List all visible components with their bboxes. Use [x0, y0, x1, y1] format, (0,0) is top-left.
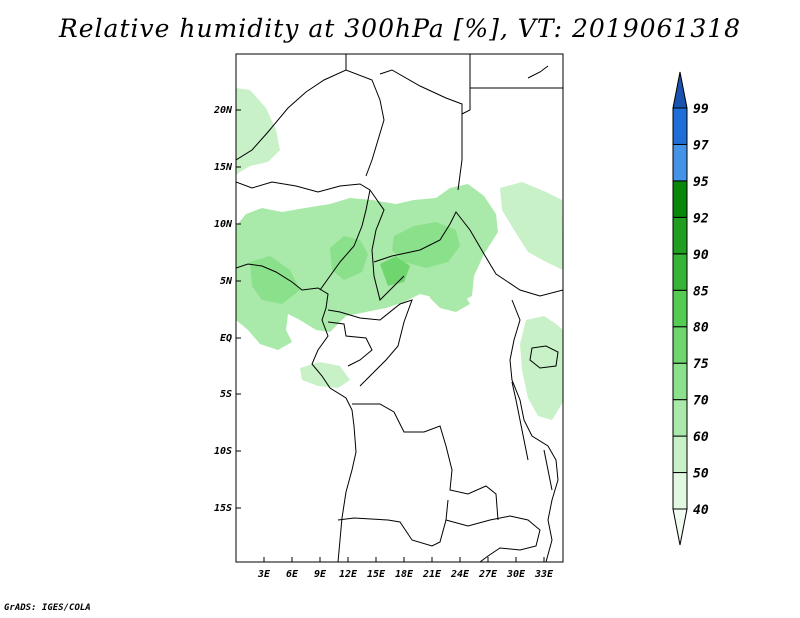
longitude-labels: 3E 6E 9E 12E 15E 18E 21E 24E 27E 30E 33E: [257, 569, 554, 580]
colorbar-label: 75: [693, 357, 709, 372]
lake-victoria: [529, 345, 559, 369]
lat-label: 10S: [214, 446, 232, 457]
country-borders: [236, 54, 563, 562]
colorbar-segment: [672, 143, 688, 182]
colorbar-label: 80: [693, 321, 709, 336]
colorbar-segment: [672, 180, 688, 218]
colorbar-segment: [672, 435, 688, 474]
colorbar-label: 50: [693, 467, 709, 482]
humidity-spot: [430, 282, 470, 312]
colorbar-lower-triangle: [672, 508, 688, 546]
lat-label: 15N: [214, 162, 233, 173]
colorbar-label: 97: [693, 138, 709, 153]
border-congo: [327, 299, 413, 387]
colorbar-label: 90: [693, 248, 709, 263]
colorbar-segment: [672, 107, 688, 145]
border-angola: [337, 499, 449, 547]
lon-label: 15E: [367, 569, 386, 580]
border-zambia: [445, 515, 541, 562]
lat-label: 5N: [220, 276, 233, 287]
border-sahara-1: [236, 69, 385, 177]
border-chad: [369, 189, 405, 301]
lon-label: 12E: [339, 569, 358, 580]
border-sahel: [236, 181, 371, 291]
humidity-area-southwest: [300, 362, 350, 388]
humidity-area-northwest: [236, 88, 280, 175]
lake-tanganyika: [511, 381, 529, 461]
humidity-core-4: [380, 256, 410, 286]
lon-label: 24E: [450, 569, 470, 580]
lon-label: 21E: [422, 569, 442, 580]
latitude-labels: 20N 15N 10N 5N EQ 5S 10S 15S: [213, 105, 233, 514]
gabon-border: [327, 321, 373, 367]
lon-label: 30E: [506, 569, 526, 580]
colorbar-label: 60: [693, 430, 709, 445]
colorbar-label: 85: [693, 284, 709, 299]
lat-label: 15S: [214, 503, 232, 514]
chart-title: Relative humidity at 300hPa [%], VT: 201…: [58, 14, 742, 43]
colorbar-label: 92: [693, 211, 709, 226]
colorbar-segment: [672, 362, 688, 401]
lon-label: 33E: [534, 569, 554, 580]
lon-label: 27E: [478, 569, 498, 580]
lon-label: 9E: [314, 569, 327, 580]
colorbar-upper-triangle: [672, 71, 688, 109]
lat-label: EQ: [220, 333, 232, 344]
humidity-core-3: [250, 256, 300, 304]
map-frame: [235, 53, 564, 563]
colorbar-segment: [672, 289, 688, 328]
colorbar-label: 70: [693, 394, 709, 409]
colorbar-segment: [672, 326, 688, 364]
colorbar-segment: [672, 472, 688, 510]
lake-malawi: [543, 449, 553, 491]
humidity-area-east: [500, 182, 563, 270]
humidity-core-2: [392, 222, 460, 268]
lon-label: 18E: [395, 569, 414, 580]
axis-ticks: [236, 109, 545, 562]
lon-label: 6E: [286, 569, 299, 580]
border-car: [373, 211, 563, 297]
lat-label: 5S: [220, 389, 232, 400]
border-east: [509, 299, 559, 562]
coastline-west: [236, 263, 357, 562]
lon-label: 3E: [257, 569, 271, 580]
colorbar: 40 50 60 70 75 80 85 90 92 95 97 99: [672, 71, 709, 546]
border-sahara-2: [345, 54, 463, 191]
colorbar-segment: [672, 399, 688, 437]
lat-label: 10N: [214, 219, 233, 230]
colorbar-segment: [672, 253, 688, 291]
border-drc: [352, 403, 499, 521]
colorbar-segment: [672, 216, 688, 255]
colorbar-label: 95: [693, 175, 709, 190]
border-libya-egypt: [461, 54, 563, 115]
lat-label: 20N: [213, 105, 233, 116]
colorbar-label: 40: [693, 503, 709, 518]
colorbar-label: 99: [693, 102, 709, 117]
grads-credit: GrADS: IGES/COLA: [4, 603, 91, 613]
humidity-core-1: [330, 236, 368, 280]
coast-sicily: [527, 65, 549, 79]
